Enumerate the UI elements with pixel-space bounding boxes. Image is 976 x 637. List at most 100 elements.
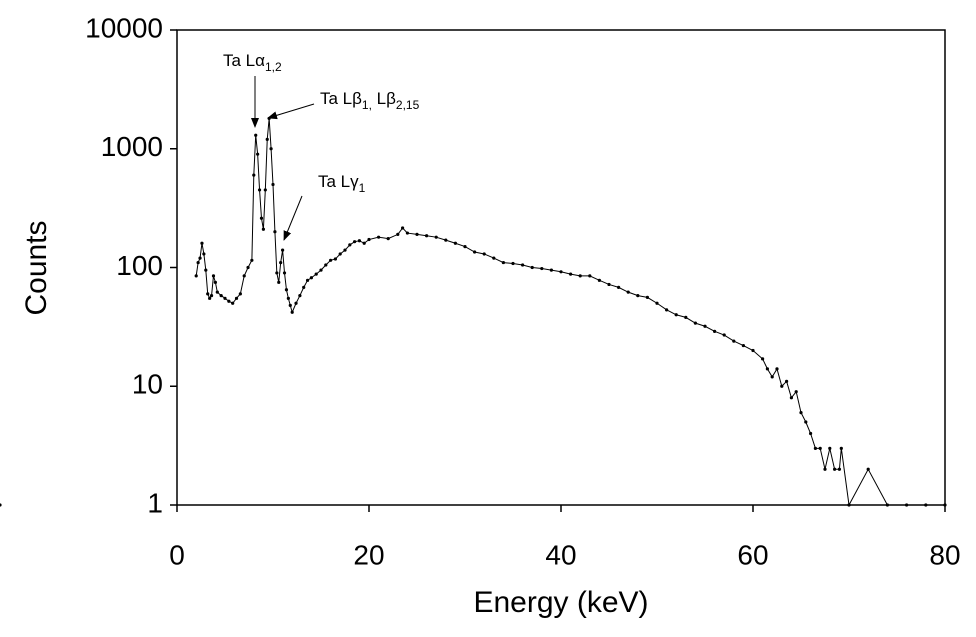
x-tick-label: 40	[545, 539, 576, 570]
data-point	[751, 348, 755, 353]
data-point	[799, 410, 803, 415]
data-point	[837, 467, 842, 471]
data-point	[261, 227, 265, 231]
data-point	[521, 263, 525, 267]
data-point	[213, 280, 217, 284]
data-point	[282, 271, 287, 275]
y-tick-label: 10000	[85, 12, 163, 43]
data-point	[444, 238, 448, 242]
y-tick-label: 10	[132, 369, 163, 400]
data-point	[298, 293, 302, 298]
data-point	[785, 379, 789, 383]
data-point	[263, 188, 267, 192]
annotation-arrow	[283, 195, 303, 241]
data-point	[353, 240, 357, 244]
data-point	[271, 182, 275, 187]
data-point	[211, 274, 216, 278]
data-point	[324, 263, 328, 267]
y-tick-label: 1000	[101, 131, 163, 162]
data-point	[279, 260, 283, 265]
data-point	[259, 216, 264, 220]
x-tick-label: 20	[353, 539, 384, 570]
annotation-subscript: 1	[359, 181, 366, 195]
data-point	[200, 241, 204, 245]
data-point	[277, 280, 281, 284]
annotation-arrow	[267, 103, 315, 120]
data-point	[833, 467, 837, 471]
data-point	[275, 271, 279, 275]
x-tick-label: 60	[737, 539, 768, 570]
data-point	[823, 467, 827, 471]
annotation-subscript: 2,15	[396, 98, 420, 112]
data-point	[198, 256, 202, 260]
data-point	[362, 241, 366, 245]
data-point	[196, 260, 200, 265]
data-point	[338, 252, 342, 256]
data-point	[813, 446, 818, 450]
data-point	[367, 237, 371, 242]
spectrum-line	[195, 118, 945, 507]
data-point	[559, 270, 563, 274]
data-point	[284, 288, 289, 292]
data-point	[252, 173, 256, 177]
data-point	[234, 296, 239, 300]
data-point	[828, 446, 832, 450]
data-point	[804, 420, 808, 424]
data-point	[684, 315, 688, 320]
data-point	[219, 293, 223, 298]
data-point	[607, 282, 611, 287]
data-point	[530, 265, 534, 270]
data-point	[257, 188, 262, 192]
data-point	[309, 276, 313, 280]
data-point	[290, 310, 294, 314]
annotation-text: Ta Lα	[223, 51, 265, 70]
data-point	[273, 230, 277, 234]
data-point	[405, 231, 409, 235]
data-point	[202, 252, 206, 256]
plot-frame	[176, 29, 946, 506]
data-point	[905, 503, 909, 507]
data-point	[501, 260, 505, 265]
data-point	[770, 375, 774, 379]
annotation: Ta Lβ1, Lβ2,15	[320, 89, 420, 112]
data-point	[645, 295, 650, 300]
data-point	[482, 252, 486, 256]
x-tick-label: 0	[169, 539, 185, 570]
data-point	[761, 357, 765, 361]
annotation: Ta Lα1,2	[223, 51, 282, 74]
data-point	[314, 272, 318, 276]
data-point	[473, 250, 477, 254]
data-point	[231, 301, 235, 305]
annotation-text: Ta Lγ	[318, 172, 359, 191]
data-point	[703, 324, 707, 328]
data-point	[0, 503, 2, 507]
annotation-subscript: 1,2	[265, 60, 282, 74]
data-point	[396, 232, 400, 236]
data-point	[227, 299, 231, 303]
data-point	[626, 290, 630, 294]
data-point	[269, 147, 273, 151]
data-point	[386, 237, 390, 241]
data-point	[302, 285, 306, 289]
data-point	[415, 232, 419, 236]
data-point	[238, 292, 242, 296]
y-tick-label: 100	[116, 250, 163, 281]
data-point	[286, 296, 290, 300]
data-point	[343, 248, 347, 252]
data-point	[425, 234, 429, 238]
data-point	[265, 137, 269, 141]
data-point	[194, 274, 198, 278]
data-point	[578, 274, 582, 278]
data-point	[267, 116, 271, 121]
x-axis-label: Energy (keV)	[473, 586, 648, 619]
data-point	[348, 243, 352, 247]
data-point	[636, 293, 640, 298]
data-point	[569, 272, 573, 276]
data-point	[597, 278, 602, 282]
data-point	[329, 258, 333, 262]
data-point	[463, 244, 467, 249]
y-axis-label: Counts	[20, 220, 53, 315]
data-point	[847, 503, 851, 507]
data-point	[693, 321, 698, 325]
